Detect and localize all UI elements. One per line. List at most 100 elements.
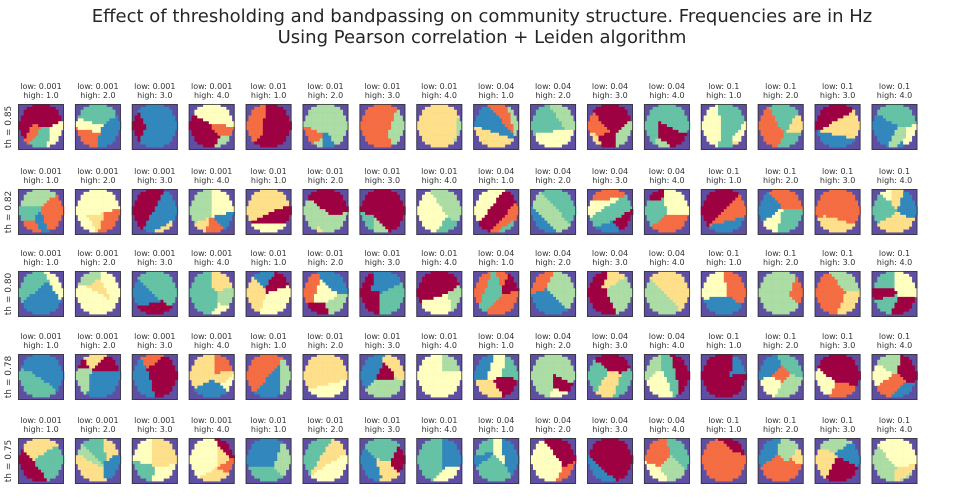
community-cell bbox=[601, 220, 605, 224]
community-cell bbox=[83, 226, 87, 230]
community-cell bbox=[672, 112, 676, 116]
community-cell bbox=[77, 200, 81, 204]
community-cell bbox=[345, 127, 349, 131]
community-cell bbox=[445, 135, 449, 139]
community-cell bbox=[442, 124, 446, 128]
community-cell bbox=[766, 127, 770, 131]
community-cell bbox=[223, 141, 227, 145]
community-cell bbox=[624, 118, 628, 122]
community-cell bbox=[379, 223, 383, 227]
community-cell bbox=[846, 124, 850, 128]
community-cell bbox=[280, 200, 284, 204]
community-cell bbox=[490, 132, 494, 136]
community-cell bbox=[769, 129, 773, 134]
community-cell bbox=[97, 138, 102, 142]
community-cell bbox=[251, 121, 255, 125]
community-cell bbox=[220, 203, 224, 207]
community-cell bbox=[274, 229, 278, 233]
community-cell bbox=[828, 118, 833, 122]
community-cell bbox=[248, 217, 252, 221]
community-cell bbox=[55, 135, 59, 139]
community-cell bbox=[493, 212, 497, 216]
community-cell bbox=[385, 212, 389, 216]
community-cell bbox=[478, 127, 483, 131]
community-cell bbox=[388, 214, 392, 219]
community-cell bbox=[427, 209, 431, 213]
community-cell bbox=[262, 220, 267, 224]
community-cell bbox=[259, 135, 264, 139]
community-cell bbox=[43, 141, 48, 145]
community-cell bbox=[365, 121, 369, 125]
community-cell bbox=[23, 217, 27, 221]
community-cell bbox=[200, 115, 204, 119]
community-cell bbox=[715, 115, 719, 119]
community-cell bbox=[436, 109, 440, 113]
community-cell bbox=[797, 115, 802, 119]
community-cell bbox=[760, 121, 764, 125]
community-cell bbox=[880, 112, 884, 116]
community-cell bbox=[365, 109, 369, 113]
community-cell bbox=[163, 127, 167, 131]
community-cell bbox=[445, 104, 449, 108]
community-cell bbox=[792, 132, 796, 136]
community-cell bbox=[331, 194, 335, 198]
community-cell bbox=[595, 118, 599, 122]
community-cell bbox=[58, 118, 62, 122]
community-cell bbox=[52, 132, 56, 136]
community-cell bbox=[61, 124, 65, 128]
community-cell bbox=[478, 209, 483, 213]
community-cell bbox=[89, 223, 93, 227]
community-cell bbox=[95, 104, 99, 108]
community-cell bbox=[52, 200, 56, 204]
community-cell bbox=[200, 220, 204, 224]
community-cell bbox=[598, 127, 602, 131]
community-cell bbox=[365, 220, 369, 224]
community-cell bbox=[217, 106, 221, 111]
community-cell bbox=[729, 121, 733, 125]
community-cell bbox=[607, 129, 611, 134]
community-cell bbox=[891, 138, 895, 142]
community-cell bbox=[334, 124, 338, 128]
community-cell bbox=[849, 109, 853, 113]
community-cell bbox=[908, 115, 913, 119]
community-cell bbox=[268, 141, 272, 145]
community-cell bbox=[143, 223, 147, 227]
community-cell bbox=[610, 141, 614, 145]
community-cell bbox=[197, 112, 201, 116]
community-cell bbox=[501, 191, 506, 196]
community-cell bbox=[379, 229, 383, 233]
community-cell bbox=[439, 115, 443, 119]
community-cell bbox=[547, 135, 551, 139]
community-cell bbox=[251, 135, 255, 139]
community-cell bbox=[311, 209, 315, 213]
community-cell bbox=[334, 127, 338, 131]
community-cell bbox=[35, 209, 39, 213]
row-label: th = 0.85 bbox=[4, 106, 14, 149]
community-cell bbox=[550, 106, 554, 111]
community-cell bbox=[46, 132, 50, 136]
community-cell bbox=[445, 138, 449, 142]
community-cell bbox=[95, 214, 99, 219]
community-cell bbox=[715, 141, 719, 145]
community-cell bbox=[735, 138, 739, 142]
community-cell bbox=[501, 197, 506, 201]
community-cell bbox=[615, 129, 619, 134]
community-cell bbox=[208, 115, 212, 119]
community-cell bbox=[427, 115, 431, 119]
community-cell bbox=[846, 127, 850, 131]
community-cell bbox=[26, 200, 30, 204]
community-cell bbox=[259, 129, 264, 134]
community-cell bbox=[376, 226, 380, 230]
community-cell bbox=[334, 209, 338, 213]
community-cell bbox=[137, 112, 141, 116]
community-cell bbox=[388, 229, 392, 233]
community-cell bbox=[83, 138, 87, 142]
community-cell bbox=[564, 118, 568, 122]
community-cell bbox=[373, 197, 377, 201]
community-cell bbox=[100, 141, 104, 145]
community-cell bbox=[154, 200, 158, 204]
community-cell bbox=[322, 104, 326, 108]
community-cell bbox=[598, 217, 602, 221]
community-cell bbox=[589, 214, 594, 219]
community-cell bbox=[337, 124, 341, 128]
